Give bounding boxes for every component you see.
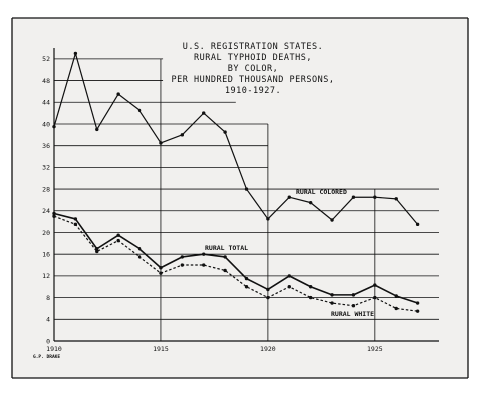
point-rural-colored <box>308 200 313 205</box>
title-line-1: U.S. REGISTRATION STATES. <box>183 42 323 52</box>
point-rural-total <box>415 301 420 305</box>
point-rural-colored <box>266 217 270 221</box>
point-rural-colored <box>137 108 142 113</box>
title-line-3: BY COLOR, <box>228 64 279 74</box>
point-rural-white <box>202 263 206 267</box>
point-rural-colored <box>73 51 78 56</box>
point-rural-total <box>287 274 291 278</box>
point-rural-total <box>330 293 334 297</box>
point-rural-total <box>159 266 163 270</box>
y-tick-label: 48 <box>42 77 50 85</box>
point-rural-white <box>266 295 270 300</box>
point-rural-white <box>52 214 56 218</box>
grid-lines <box>54 58 439 341</box>
point-rural-colored <box>394 197 398 201</box>
y-tick-label: 4 <box>46 316 50 324</box>
point-rural-total <box>137 247 142 251</box>
point-rural-colored <box>287 195 291 199</box>
point-rural-colored <box>244 187 249 191</box>
series-lines <box>52 51 420 313</box>
point-rural-total <box>223 255 227 259</box>
point-rural-total <box>373 283 377 287</box>
point-rural-white <box>180 263 185 267</box>
point-rural-colored <box>223 130 227 134</box>
point-rural-colored <box>202 111 206 115</box>
y-tick-label: 24 <box>42 207 50 215</box>
series-rural-total <box>52 211 420 305</box>
point-rural-total <box>244 276 249 281</box>
series-line-rural-total <box>53 212 418 304</box>
point-rural-white <box>351 304 356 308</box>
series-labels: RURAL COLORED RURAL TOTAL RURAL WHITE <box>205 188 374 318</box>
title-line-2: RURAL TYPHOID DEATHS, <box>194 53 312 63</box>
x-tick-label: 1925 <box>367 345 383 353</box>
credit-label: G.P. DRAKE <box>33 354 60 360</box>
point-rural-colored <box>116 92 120 96</box>
y-tick-label: 16 <box>42 250 50 258</box>
point-rural-total <box>351 293 356 297</box>
point-rural-total <box>116 233 120 237</box>
point-rural-white <box>95 249 99 254</box>
x-tick-label: 1920 <box>260 345 276 353</box>
point-rural-white <box>373 295 377 300</box>
point-rural-total <box>394 294 398 298</box>
point-rural-total <box>308 285 313 289</box>
point-rural-colored <box>95 127 99 132</box>
point-rural-white <box>137 255 142 259</box>
point-rural-colored <box>415 222 420 227</box>
x-tick-label: 1915 <box>153 345 169 353</box>
point-rural-total <box>73 217 78 221</box>
point-rural-colored <box>330 218 334 222</box>
point-rural-white <box>223 268 227 273</box>
chart-title: U.S. REGISTRATION STATES. RURAL TYPHOID … <box>172 42 335 96</box>
point-rural-total <box>180 255 185 259</box>
x-tick-label: 1910 <box>46 345 62 353</box>
series-label-rural-total: RURAL TOTAL <box>205 244 248 252</box>
point-rural-colored <box>180 133 185 137</box>
series-label-rural-colored: RURAL COLORED <box>296 188 347 196</box>
y-tick-label: 12 <box>42 272 50 280</box>
point-rural-white <box>159 271 163 275</box>
point-rural-colored <box>52 124 56 129</box>
series-rural-white <box>52 214 420 313</box>
y-tick-label: 36 <box>42 142 50 150</box>
point-rural-white <box>73 222 78 227</box>
point-rural-white <box>415 309 420 313</box>
point-rural-total <box>266 287 270 292</box>
title-line-5: 1910-1927. <box>225 86 281 96</box>
y-tick-label: 40 <box>42 120 50 128</box>
axes <box>53 48 439 342</box>
y-tick-label: 0 <box>46 337 50 345</box>
point-rural-white <box>394 306 398 311</box>
point-rural-white <box>330 301 334 305</box>
y-tick-label: 44 <box>42 99 50 107</box>
point-rural-white <box>244 285 249 289</box>
title-line-4: PER HUNDRED THOUSAND PERSONS, <box>172 75 335 85</box>
y-tick-label: 8 <box>46 294 50 302</box>
x-tick-labels: 1910 1915 1920 1925 <box>46 345 383 353</box>
y-tick-label: 28 <box>42 185 50 193</box>
point-rural-white <box>308 295 313 300</box>
series-line-rural-colored <box>53 52 419 225</box>
point-rural-total <box>52 211 56 216</box>
point-rural-white <box>116 238 120 243</box>
point-rural-colored <box>373 195 377 199</box>
point-rural-colored <box>351 195 356 199</box>
y-tick-label: 20 <box>42 229 50 237</box>
series-line-rural-white <box>53 215 418 312</box>
point-rural-white <box>287 285 291 289</box>
y-tick-label: 32 <box>42 164 50 172</box>
point-rural-colored <box>159 141 163 145</box>
series-rural-colored <box>52 51 420 227</box>
series-label-rural-white: RURAL WHITE <box>331 310 374 318</box>
point-rural-total <box>202 252 206 256</box>
y-tick-label: 52 <box>42 55 50 63</box>
